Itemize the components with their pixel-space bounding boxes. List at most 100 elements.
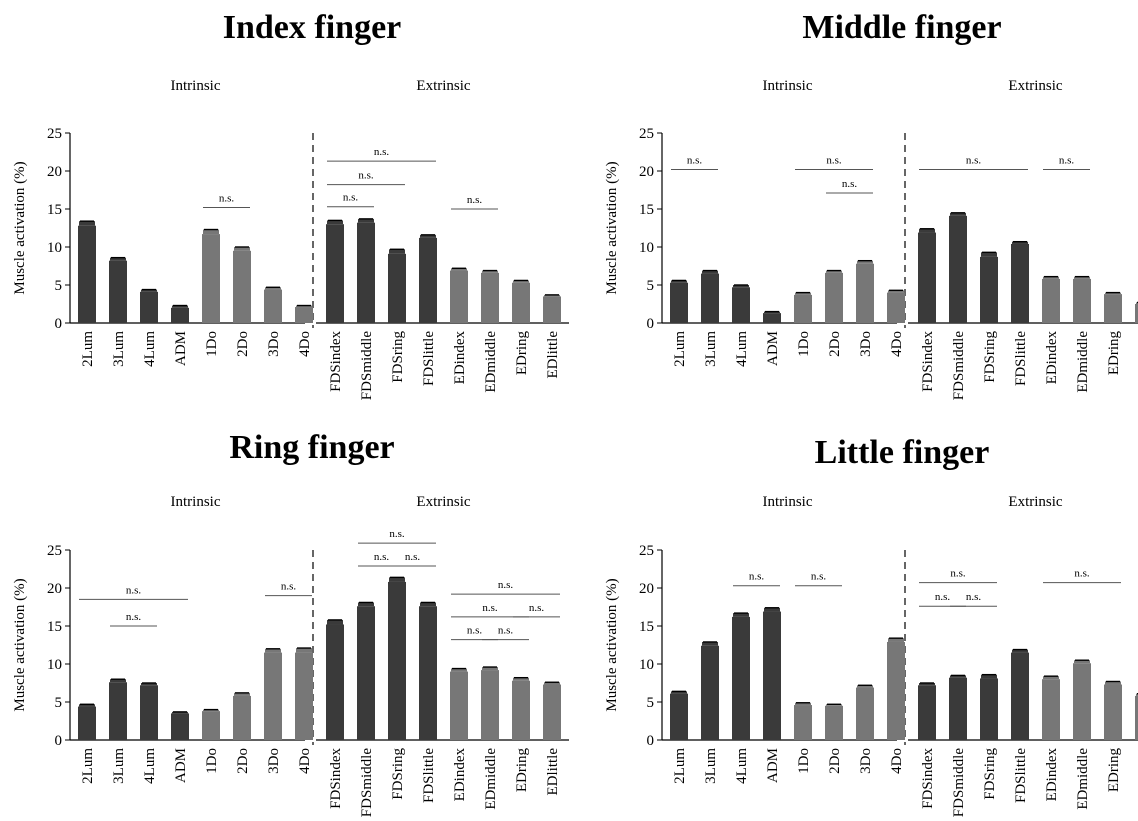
x-tick-label: ADM [765, 331, 781, 366]
bar [109, 260, 127, 323]
error-bar [451, 668, 467, 672]
error-bar [671, 280, 687, 283]
x-tick-label: ADM [173, 748, 189, 783]
x-tick-label: 4Do [297, 331, 313, 357]
x-tick-label: FDSindex [920, 331, 936, 392]
group-label: Intrinsic [763, 78, 813, 94]
error-bar [888, 290, 904, 293]
x-tick-label: EDlittle [545, 331, 561, 379]
error-bar [79, 704, 95, 707]
x-tick-label: FDSlittle [1013, 331, 1029, 386]
bar [980, 678, 998, 740]
x-tick-label: 2Do [235, 748, 251, 774]
error-bar [1043, 276, 1059, 279]
y-tick-label: 10 [47, 240, 62, 256]
significance-label: n.s. [405, 551, 421, 563]
group-label: Extrinsic [1008, 78, 1062, 94]
panel-title: Ring finger [229, 429, 394, 466]
error-bar [358, 218, 374, 223]
significance-label: n.s. [219, 192, 235, 204]
x-tick-label: EDring [514, 748, 530, 793]
bar [794, 705, 812, 740]
x-tick-label: 3Do [858, 331, 874, 357]
error-bar [482, 270, 498, 273]
error-bar [203, 229, 219, 235]
y-tick-label: 10 [639, 240, 654, 256]
x-tick-label: FDSmiddle [359, 748, 375, 818]
x-tick-label: FDSmiddle [951, 331, 967, 401]
panel-3: Little finger Muscle activation (%) 0 5 10 15… [604, 434, 1138, 817]
x-tick-label: FDSring [390, 748, 406, 800]
panel-title: Little finger [815, 434, 990, 471]
x-tick-label: FDSring [390, 331, 406, 383]
y-tick-label: 15 [47, 202, 62, 218]
x-tick-label: EDmiddle [1075, 748, 1091, 810]
y-tick-label: 0 [55, 733, 63, 749]
error-bar [389, 249, 405, 254]
x-tick-label: EDmiddle [483, 748, 499, 810]
error-bar [265, 287, 281, 290]
y-tick-label: 5 [647, 278, 655, 294]
x-tick-label: 2Do [827, 331, 843, 357]
x-tick-label: FDSindex [328, 748, 344, 809]
error-bar [141, 289, 157, 292]
y-tick-label: 10 [47, 657, 62, 673]
error-bar [702, 270, 718, 274]
y-tick-label: 20 [47, 164, 62, 180]
x-tick-label: FDSring [982, 748, 998, 800]
significance-label: n.s. [529, 602, 545, 614]
x-tick-label: ADM [765, 748, 781, 783]
bar [543, 296, 561, 323]
bar [856, 687, 874, 740]
x-tick-label: 3Do [266, 748, 282, 774]
error-bar [671, 691, 687, 694]
x-tick-label: FDSring [982, 331, 998, 383]
error-bar [451, 268, 467, 271]
error-bar [513, 280, 529, 283]
x-tick-label: 4Lum [142, 331, 158, 367]
bar [326, 224, 344, 323]
x-tick-label: 1Do [204, 748, 220, 774]
x-tick-label: 4Do [297, 748, 313, 774]
error-bar [1074, 660, 1090, 664]
x-tick-label: 4Lum [734, 331, 750, 367]
bar [1135, 695, 1138, 740]
bar [388, 581, 406, 740]
x-tick-label: EDindex [452, 748, 468, 802]
panel-0: Index finger Muscle activation (%) 0 5 10 15 2… [12, 9, 569, 400]
error-bar [172, 305, 188, 308]
bar [980, 256, 998, 323]
x-tick-label: EDring [1106, 331, 1122, 376]
x-tick-label: 2Lum [672, 331, 688, 367]
x-tick-label: FDSlittle [421, 748, 437, 803]
x-tick-label: 2Lum [80, 331, 96, 367]
error-bar [110, 257, 126, 261]
bar [481, 272, 499, 323]
error-bar [764, 607, 780, 612]
error-bar [950, 675, 966, 678]
error-bar [1105, 681, 1121, 685]
bar [856, 263, 874, 323]
x-tick-label: 1Do [796, 748, 812, 774]
bar [887, 641, 905, 740]
bar [701, 645, 719, 740]
bar [140, 291, 158, 323]
significance-label: n.s. [374, 146, 390, 158]
bar [140, 685, 158, 740]
error-bar [1043, 676, 1059, 680]
significance-label: n.s. [826, 154, 842, 166]
panel-title: Index finger [223, 9, 402, 46]
x-tick-label: 1Do [204, 331, 220, 357]
y-axis-label: Muscle activation (%) [604, 161, 620, 294]
error-bar [420, 234, 436, 238]
error-bar [919, 228, 935, 233]
significance-label: n.s. [126, 611, 142, 623]
significance-label: n.s. [811, 571, 827, 583]
bar [388, 253, 406, 323]
y-tick-label: 15 [639, 202, 654, 218]
error-bar [733, 285, 749, 288]
y-tick-label: 25 [639, 126, 654, 142]
y-tick-label: 15 [639, 619, 654, 635]
bar [1104, 684, 1122, 740]
bar [78, 706, 96, 740]
